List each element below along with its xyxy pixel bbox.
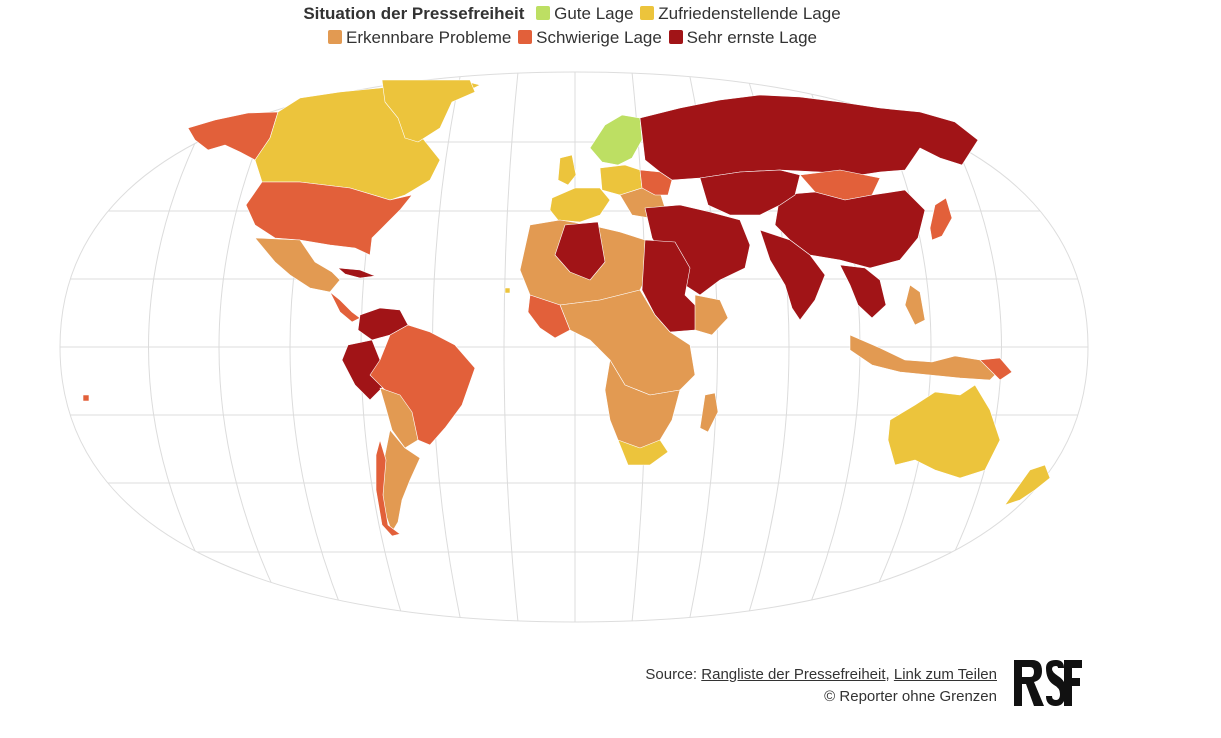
legend-item-good[interactable]: Gute Lage xyxy=(536,2,634,26)
region-algeria[interactable] xyxy=(554,221,606,281)
region-cuba[interactable] xyxy=(337,267,376,279)
legend-swatch-very-serious xyxy=(668,30,683,44)
legend-item-satisfactory[interactable]: Zufriedenstellende Lage xyxy=(640,2,841,26)
legend-title: Situation der Pressefreiheit xyxy=(303,4,525,23)
region-madagascar[interactable] xyxy=(699,392,719,433)
region-papua-new-guinea[interactable] xyxy=(979,357,1013,381)
legend-label-problematic: Erkennbare Probleme xyxy=(346,28,512,47)
region-usa[interactable] xyxy=(245,181,413,256)
region-japan[interactable] xyxy=(929,197,953,241)
legend: Situation der Pressefreiheit Gute Lage Z… xyxy=(0,2,1145,50)
region-western-europe[interactable] xyxy=(549,187,611,223)
countries[interactable] xyxy=(82,79,1051,537)
world-map[interactable] xyxy=(0,60,1150,630)
region-mexico[interactable] xyxy=(254,237,341,293)
region-scandinavia[interactable] xyxy=(589,114,643,166)
legend-item-problematic[interactable]: Erkennbare Probleme xyxy=(328,26,511,50)
footer: Source: Rangliste der Pressefreiheit, Li… xyxy=(645,664,997,708)
source-prefix: Source: xyxy=(645,666,702,683)
legend-label-satisfactory: Zufriedenstellende Lage xyxy=(658,4,841,23)
legend-swatch-difficult xyxy=(518,30,533,44)
legend-label-very-serious: Sehr ernste Lage xyxy=(686,28,817,47)
source-line: Source: Rangliste der Pressefreiheit, Li… xyxy=(645,664,997,686)
source-link[interactable]: Rangliste der Pressefreiheit xyxy=(701,666,886,683)
source-separator: , xyxy=(885,666,894,683)
legend-label-difficult: Schwierige Lage xyxy=(536,28,662,47)
region-russia[interactable] xyxy=(639,94,979,181)
region-bolivia-paraguay[interactable] xyxy=(379,387,419,449)
copyright: © Reporter ohne Grenzen xyxy=(824,688,997,705)
region-australia[interactable] xyxy=(887,384,1001,479)
region-horn-of-africa[interactable] xyxy=(694,294,729,336)
share-link[interactable]: Link zum Teilen xyxy=(893,666,997,683)
legend-item-difficult[interactable]: Schwierige Lage xyxy=(518,26,662,50)
region-greenland[interactable] xyxy=(381,79,476,143)
region-brazil[interactable] xyxy=(369,324,476,446)
region-uk[interactable] xyxy=(557,154,577,186)
legend-label-good: Gute Lage xyxy=(554,4,634,23)
legend-swatch-good xyxy=(536,6,551,20)
region-pacific-dot[interactable] xyxy=(82,394,90,402)
rsf-logo xyxy=(1012,658,1082,708)
legend-swatch-satisfactory xyxy=(640,6,655,20)
region-philippines[interactable] xyxy=(904,284,926,326)
region-west-africa[interactable] xyxy=(527,294,571,339)
region-cape-verde-dot[interactable] xyxy=(504,287,511,294)
legend-row-1: Situation der Pressefreiheit Gute Lage Z… xyxy=(0,2,1145,26)
region-peru[interactable] xyxy=(341,339,383,401)
region-central-africa[interactable] xyxy=(559,289,696,396)
legend-row-2: Erkennbare Probleme Schwierige Lage Sehr… xyxy=(0,26,1145,50)
legend-item-very-serious[interactable]: Sehr ernste Lage xyxy=(668,26,817,50)
region-southeast-asia[interactable] xyxy=(839,264,887,319)
legend-swatch-problematic xyxy=(328,30,343,44)
region-chile[interactable] xyxy=(375,439,401,537)
region-central-asia[interactable] xyxy=(699,169,801,216)
region-india[interactable] xyxy=(759,229,826,321)
region-new-zealand[interactable] xyxy=(1004,464,1051,506)
region-south-africa[interactable] xyxy=(617,439,669,466)
